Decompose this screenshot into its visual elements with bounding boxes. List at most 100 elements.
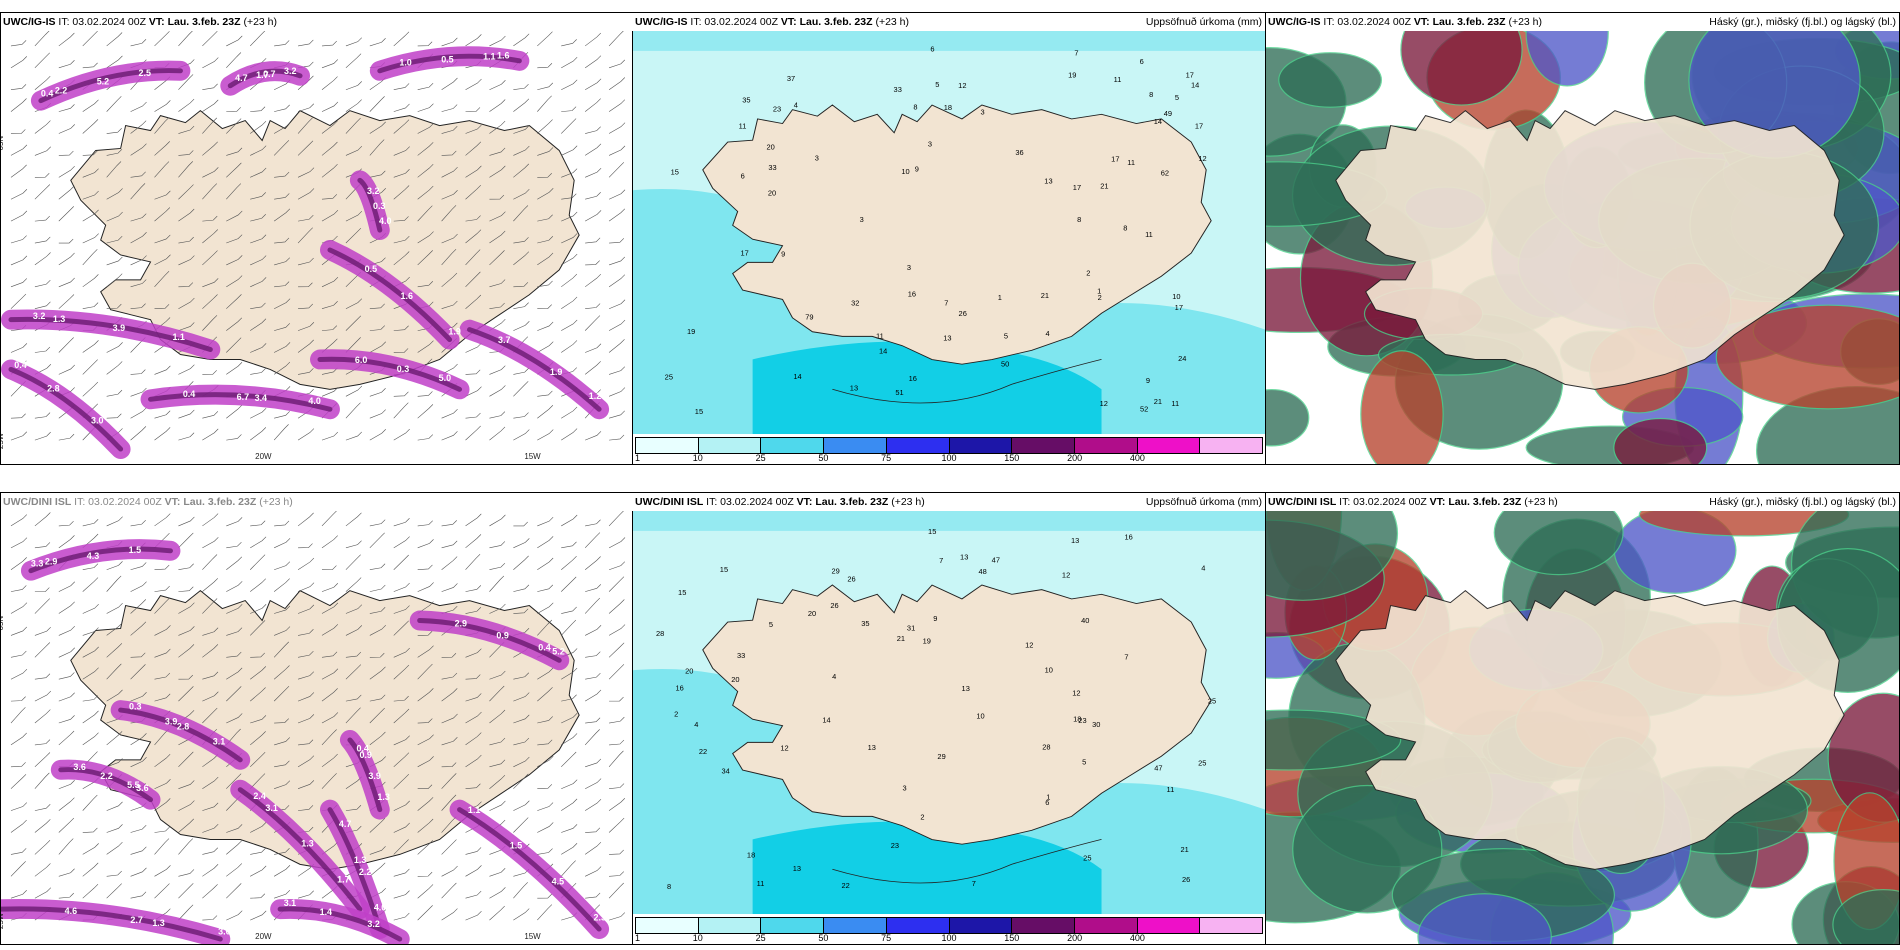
precip-value: 47 <box>992 556 1000 565</box>
colorbar-tick: 400 <box>1129 933 1145 943</box>
colorbar-tick: 10 <box>692 453 703 463</box>
precip-value: 6 <box>1045 798 1049 807</box>
colorbar-swatch <box>1074 918 1138 933</box>
map-svg: 0.4 1.7 1.1 3.2 6.7 5.0 3.7 1.6 4.0 2.8 2.5 4.7 0.5 1… <box>1 31 633 464</box>
precip-band-north <box>633 31 1265 51</box>
precip-value: 13 <box>850 383 858 392</box>
valid-time: Lau. 3.feb. 23Z <box>1448 496 1522 508</box>
gust-value: 1.1 <box>483 51 495 61</box>
precip-value: 2 <box>1098 293 1102 302</box>
gust-value: 3.0 <box>91 416 103 426</box>
gust-value: 0.4 <box>14 360 26 370</box>
gust-value: 5.2 <box>552 646 564 656</box>
precip-value: 34 <box>722 766 730 775</box>
gust-core <box>357 177 383 233</box>
panel-dini-wind: UWC/DINI ISL IT: 03.02.2024 00Z VT: Lau.… <box>0 492 634 945</box>
gust-value: 3.6 <box>73 762 85 772</box>
colorbar-swatch <box>698 438 762 453</box>
lead-time: (+23 h) <box>259 496 293 508</box>
gust-value: 5.2 <box>97 77 109 87</box>
gust-value: 2.9 <box>455 618 467 628</box>
colorbar-tick: 100 <box>941 453 957 463</box>
panel-variable-title: Háský (gr.), miðský (fj.bl.) og lágský (… <box>1709 496 1896 508</box>
gust-value: 2.8 <box>47 384 59 394</box>
precip-value: 13 <box>962 684 970 693</box>
gust-value: 4.7 <box>339 819 351 829</box>
colorbar-swatch <box>1200 918 1263 933</box>
precip-value: 19 <box>1068 71 1076 80</box>
gust-value: 4.3 <box>87 551 99 561</box>
precip-value: 3 <box>815 153 819 162</box>
gust-value: 1.7 <box>337 874 349 884</box>
precip-value: 24 <box>1178 354 1186 363</box>
colorbar-tick: 100 <box>941 933 957 943</box>
precip-value: 2 <box>920 813 924 822</box>
precip-value: 21 <box>1154 397 1162 406</box>
gust-value: 0.5 <box>365 264 377 274</box>
gust-value: 3.2 <box>367 919 379 929</box>
colorbar-swatches <box>635 437 1263 454</box>
model-name: UWC/DINI ISL <box>635 496 704 508</box>
gust-core <box>347 737 383 813</box>
precip-value: 19 <box>923 636 931 645</box>
axis-label: 25W <box>1 912 5 929</box>
precip-value: 23 <box>1078 716 1086 725</box>
cloud-layer-patch <box>1493 511 1624 576</box>
colorbar-swatch <box>1137 438 1201 453</box>
precip-value: 3 <box>928 140 932 149</box>
precip-value: 49 <box>1164 109 1172 118</box>
gust-core <box>327 247 453 343</box>
gust-value: 3.3 <box>31 559 43 569</box>
axis-label: 15W <box>524 452 541 461</box>
precip-value: 35 <box>861 619 869 628</box>
gust-value: 2.8 <box>177 721 189 731</box>
precip-value: 47 <box>1154 764 1162 773</box>
axis-label: 65N <box>1 136 5 151</box>
precip-value: 15 <box>671 168 679 177</box>
precip-value: 8 <box>1149 90 1153 99</box>
precip-value: 26 <box>847 575 855 584</box>
colorbar-swatch <box>949 918 1013 933</box>
colorbar-swatch <box>1012 918 1075 933</box>
colorbar-swatch <box>761 918 825 933</box>
precip-value: 17 <box>1175 303 1183 312</box>
precip-value: 9 <box>781 249 785 258</box>
colorbar-tick: 200 <box>1067 453 1083 463</box>
wind-map: 3.3 3.9 5.5 2.4 1.3 0.4 0.4 2.7 2.3 1.4 1.5 0.3 2.2 1… <box>1 511 633 944</box>
precip-value: 32 <box>851 299 859 308</box>
gust-value: 5.5 <box>127 780 139 790</box>
colorbar-swatches <box>635 917 1263 934</box>
precip-value: 16 <box>1124 533 1132 542</box>
axis-label: 25W <box>1 432 5 449</box>
precip-value: 9 <box>933 614 937 623</box>
precip-value: 30 <box>1092 720 1100 729</box>
precip-value: 11 <box>757 879 765 888</box>
precip-value: 15 <box>928 527 936 536</box>
precip-value: 1 <box>998 293 1002 302</box>
precip-value: 7 <box>1074 48 1078 57</box>
precip-value: 13 <box>868 743 876 752</box>
coast-contour <box>832 358 1102 404</box>
init-time: IT: 03.02.2024 00Z <box>706 496 794 508</box>
precip-value: 10 <box>1172 292 1180 301</box>
precip-value: 14 <box>879 346 887 355</box>
model-name: UWC/IG-IS <box>635 16 688 28</box>
colorbar-tick: 150 <box>1004 933 1020 943</box>
precip-value: 9 <box>915 165 919 174</box>
precip-value: 29 <box>831 566 839 575</box>
colorbar-tick: 50 <box>818 453 829 463</box>
colorbar-swatch <box>824 918 887 933</box>
precip-value: 11 <box>1171 399 1179 408</box>
model-name: UWC/DINI ISL <box>1268 496 1337 508</box>
precip-value: 26 <box>1182 875 1190 884</box>
gust-value: 2.3 <box>594 912 606 922</box>
precip-value: 5 <box>1175 93 1179 102</box>
gust-core <box>237 787 363 912</box>
precip-value: 23 <box>891 841 899 850</box>
precip-value: 7 <box>944 299 948 308</box>
precip-value: 48 <box>979 567 987 576</box>
gust-value: 3.7 <box>498 335 510 345</box>
precip-value: 25 <box>1083 853 1091 862</box>
gust-value: 0.7 <box>263 69 275 79</box>
precip-value: 79 <box>805 312 813 321</box>
